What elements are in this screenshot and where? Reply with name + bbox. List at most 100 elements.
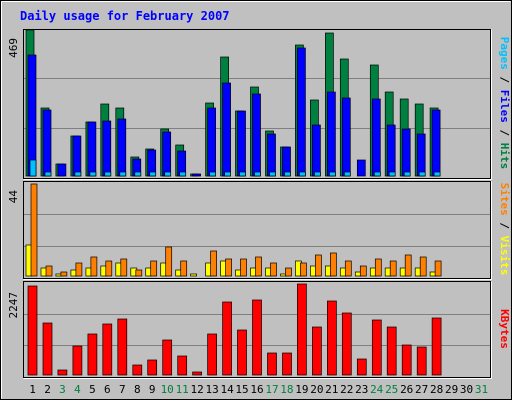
day-label-16: 16	[250, 383, 263, 396]
day-label-26: 26	[400, 383, 413, 396]
bar-kbytes-day-26	[401, 344, 412, 376]
bar-sites-day-9	[150, 260, 158, 277]
bar-files-day-21	[327, 91, 336, 177]
bar-pages-day-10	[164, 171, 172, 177]
bar-kbytes-day-11	[177, 355, 188, 376]
bar-kbytes-day-5	[87, 333, 98, 376]
bar-files-day-15	[237, 110, 246, 177]
bar-sites-day-26	[404, 254, 412, 277]
bar-pages-day-9	[149, 171, 157, 177]
day-label-13: 13	[205, 383, 218, 396]
bar-kbytes-day-24	[371, 319, 382, 376]
bar-sites-day-23	[359, 265, 367, 277]
day-label-25: 25	[385, 383, 398, 396]
day-label-30: 30	[460, 383, 473, 396]
bar-files-day-4	[72, 135, 82, 177]
day-label-31: 31	[475, 383, 488, 396]
bar-pages-day-24	[373, 171, 381, 177]
bar-kbytes-day-23	[356, 358, 367, 376]
bar-kbytes-day-2	[42, 322, 53, 376]
day-label-6: 6	[104, 383, 111, 396]
bar-files-day-6	[102, 120, 112, 177]
legend-sites_visits-item: Sites	[498, 183, 511, 216]
bar-kbytes-day-25	[386, 326, 397, 376]
bar-files-day-3	[57, 163, 67, 177]
max-label-hits_files_pages: 469	[7, 38, 20, 58]
bar-kbytes-day-14	[222, 301, 232, 376]
day-label-5: 5	[89, 383, 96, 396]
bar-sites-day-15	[240, 258, 247, 277]
bar-sites-day-25	[389, 260, 397, 277]
bar-pages-day-15	[239, 171, 246, 177]
bar-files-day-28	[431, 109, 441, 177]
bar-sites-day-16	[255, 256, 262, 277]
bar-pages-day-4	[74, 171, 82, 177]
bar-sites-day-13	[210, 250, 217, 277]
bar-files-day-17	[267, 133, 276, 177]
legend-sites_visits-item: Visits	[498, 236, 511, 276]
bar-sites-day-8	[135, 269, 143, 277]
bar-files-day-23	[356, 159, 366, 177]
legend-hits_files_pages-item: Pages	[498, 37, 511, 70]
day-label-12: 12	[190, 383, 203, 396]
bar-sites-day-10	[165, 246, 173, 277]
day-label-1: 1	[29, 383, 36, 396]
bar-sites-day-2	[45, 265, 53, 277]
bar-visits-day-12	[190, 273, 197, 277]
bar-kbytes-day-3	[57, 369, 68, 376]
bar-files-day-16	[252, 93, 261, 177]
day-label-14: 14	[220, 383, 234, 396]
bar-pages-day-22	[343, 171, 351, 177]
day-label-23: 23	[355, 383, 368, 396]
bar-kbytes-day-27	[416, 346, 427, 376]
bar-sites-day-27	[419, 256, 427, 277]
bar-pages-day-16	[254, 171, 261, 177]
bar-kbytes-day-21	[327, 300, 337, 376]
bar-files-day-24	[371, 98, 381, 177]
bar-kbytes-day-19	[297, 283, 307, 376]
bar-kbytes-day-13	[207, 333, 217, 376]
bar-sites-day-5	[90, 256, 98, 277]
day-label-4: 4	[74, 383, 81, 396]
bar-pages-day-18	[284, 171, 291, 177]
day-label-22: 22	[340, 383, 353, 396]
bar-files-day-22	[341, 97, 351, 177]
bar-kbytes-day-20	[312, 326, 322, 376]
bar-files-day-2	[42, 109, 52, 177]
bar-kbytes-day-7	[117, 318, 128, 376]
legend-sites_visits-item: /	[498, 216, 511, 236]
bar-sites-day-11	[180, 260, 188, 277]
day-label-19: 19	[295, 383, 308, 396]
bar-files-day-25	[386, 124, 396, 177]
day-label-24: 24	[370, 383, 384, 396]
bar-pages-day-25	[388, 171, 396, 177]
bar-files-day-18	[282, 146, 291, 177]
bar-pages-day-28	[433, 171, 441, 177]
bar-kbytes-day-15	[237, 329, 247, 376]
day-label-10: 10	[161, 383, 174, 396]
bar-pages-day-27	[418, 171, 426, 177]
day-label-7: 7	[119, 383, 126, 396]
max-label-kbytes: 2247	[7, 292, 20, 319]
day-label-3: 3	[59, 383, 66, 396]
bar-pages-day-7	[119, 171, 127, 177]
bar-kbytes-day-10	[162, 339, 173, 376]
day-label-15: 15	[235, 383, 248, 396]
bar-kbytes-day-1	[27, 285, 38, 376]
bar-kbytes-day-4	[72, 345, 83, 376]
day-label-17: 17	[265, 383, 278, 396]
bar-pages-day-26	[403, 171, 411, 177]
bar-kbytes-day-22	[341, 312, 352, 376]
bar-pages-day-14	[224, 171, 231, 177]
bar-sites-day-21	[330, 252, 337, 277]
bar-kbytes-day-9	[147, 359, 158, 376]
bar-kbytes-day-8	[132, 364, 143, 376]
bar-files-day-13	[207, 107, 216, 177]
day-label-9: 9	[149, 383, 156, 396]
chart-title: Daily usage for February 2007	[20, 9, 230, 23]
bar-pages-day-13	[209, 171, 216, 177]
bar-files-day-14	[222, 82, 231, 177]
bar-sites-day-19	[300, 262, 307, 277]
bar-sites-day-17	[270, 262, 277, 277]
